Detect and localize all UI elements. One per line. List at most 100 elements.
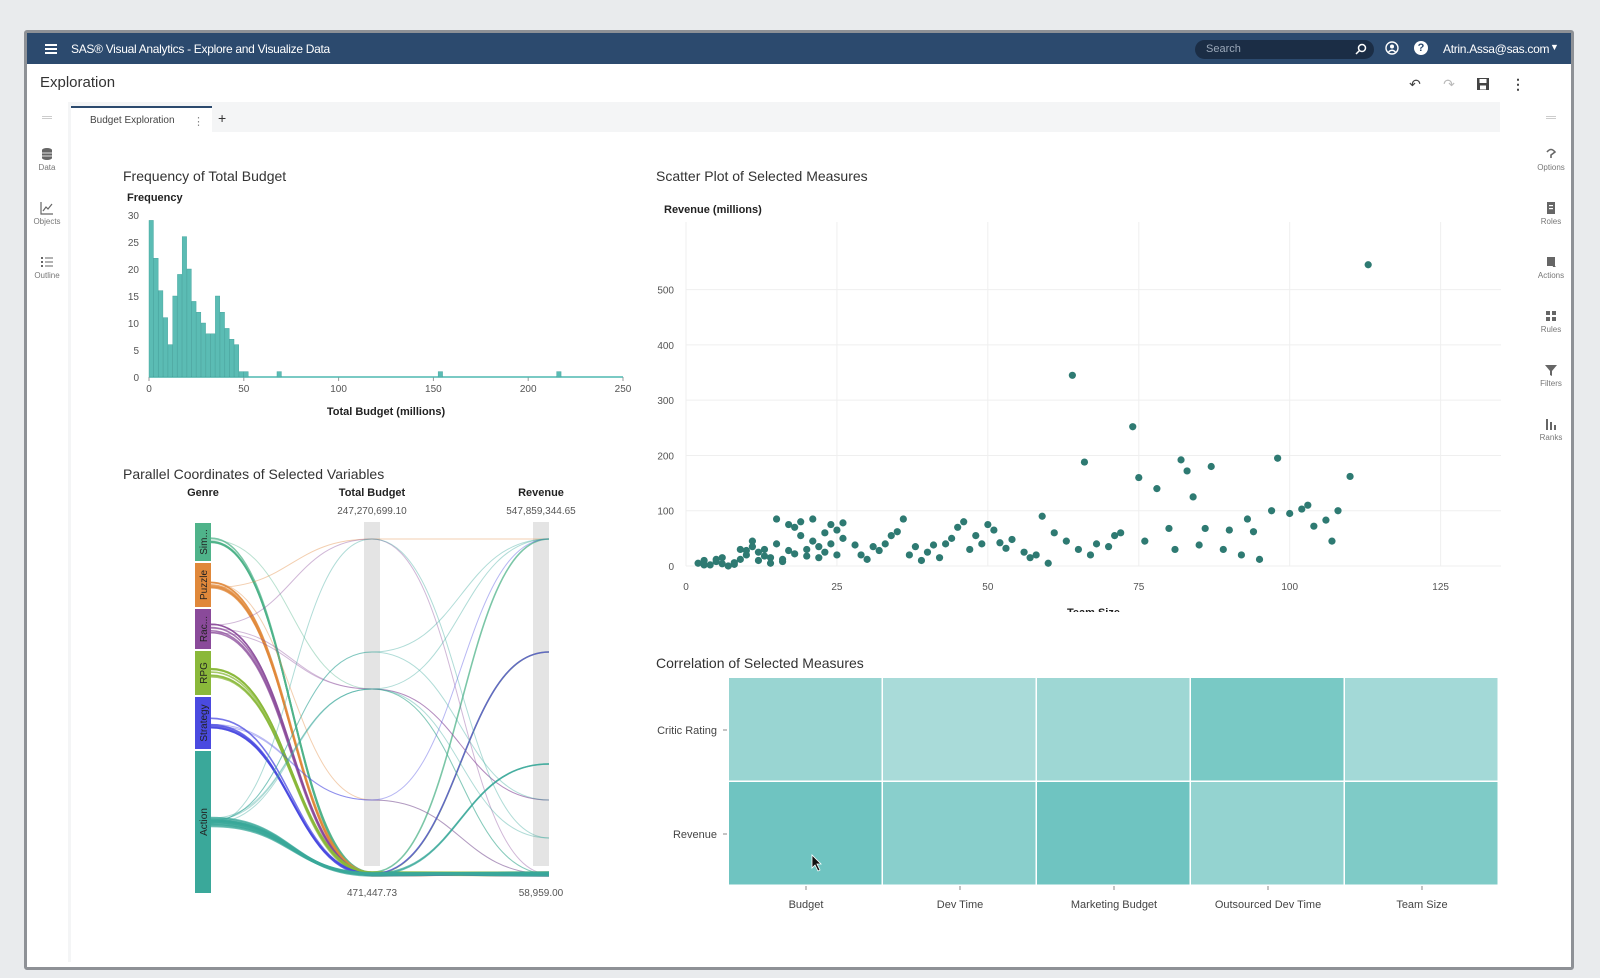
- rail-label-rules: Rules: [1540, 325, 1562, 334]
- scatter-point: [1074, 545, 1083, 554]
- scatter-point: [772, 515, 781, 523]
- scatter-point: [1129, 423, 1137, 431]
- rail-item-options[interactable]: Options: [1531, 147, 1571, 172]
- scatter-point: [803, 545, 811, 554]
- scatter-point: [1080, 458, 1089, 466]
- scatter-point: [899, 515, 907, 523]
- rail-item-filters[interactable]: Filters: [1531, 363, 1571, 388]
- y-tick-label: 400: [657, 341, 674, 352]
- scatter-point: [791, 523, 799, 531]
- parallel-line: [210, 821, 550, 875]
- scatter-point: [1298, 505, 1306, 513]
- tab-budget-exploration[interactable]: Budget Exploration ⋮: [71, 106, 212, 132]
- rail-item-ranks[interactable]: Ranks: [1531, 417, 1571, 442]
- database-icon: [42, 148, 52, 160]
- rail-item-outline[interactable]: Outline: [27, 255, 67, 280]
- scatter-point: [1274, 454, 1282, 462]
- histogram-bar: [181, 236, 187, 378]
- heatmap-column-label: Budget: [789, 899, 824, 911]
- heatmap-column-label: Marketing Budget: [1071, 899, 1157, 911]
- rail-label-outline: Outline: [34, 271, 60, 280]
- heatmap-title: Correlation of Selected Measures: [656, 655, 864, 671]
- histogram-bar: [177, 274, 183, 378]
- heatmap-cell: [883, 678, 1036, 781]
- undo-icon[interactable]: ↶: [1409, 76, 1421, 92]
- redo-icon[interactable]: ↷: [1443, 76, 1455, 92]
- rail-item-actions[interactable]: Actions: [1531, 255, 1571, 280]
- scatter-point: [1153, 485, 1161, 493]
- save-icon[interactable]: [1475, 76, 1491, 92]
- y-axis-label: Frequency: [127, 192, 184, 204]
- add-tab-button[interactable]: +: [218, 110, 227, 126]
- genre-label: Puzzle: [199, 570, 210, 600]
- histogram-bar: [158, 290, 164, 378]
- x-tick-label: 250: [615, 384, 632, 395]
- rail-item-objects[interactable]: Objects: [27, 201, 67, 226]
- genre-segment: [195, 523, 211, 561]
- x-tick-label: 50: [982, 582, 994, 593]
- scatter-point: [748, 537, 757, 545]
- collapse-handle-icon[interactable]: [42, 116, 52, 119]
- y-tick-label: 300: [657, 396, 674, 407]
- scatter-point: [815, 554, 823, 562]
- scatter-point: [1092, 540, 1101, 548]
- scatter-point: [766, 554, 775, 562]
- tab-menu-icon[interactable]: ⋮: [193, 116, 204, 128]
- histogram-bar: [148, 220, 154, 378]
- search-icon[interactable]: [1355, 43, 1367, 55]
- more-options-icon[interactable]: ⋮: [1511, 76, 1525, 92]
- scatter-point: [778, 555, 787, 563]
- scatter-point: [1237, 551, 1246, 559]
- collapse-handle-icon[interactable]: [1546, 116, 1556, 119]
- histogram-bar: [153, 257, 159, 378]
- genre-label: Rac...: [199, 616, 210, 642]
- scatter-title: Scatter Plot of Selected Measures: [656, 168, 868, 184]
- genre-segment: [195, 651, 211, 695]
- rail-item-data[interactable]: Data: [27, 147, 67, 172]
- scatter-chart[interactable]: Revenue (millions) 0 100 200 300 400 500 0 25 50 7…: [641, 192, 1521, 612]
- user-menu-caret-icon[interactable]: ▼: [1550, 42, 1559, 52]
- scatter-point: [797, 532, 805, 540]
- scatter-point: [748, 543, 757, 551]
- rail-label-filters: Filters: [1540, 379, 1562, 388]
- menu-icon[interactable]: [45, 43, 57, 54]
- heatmap-cell: [1191, 782, 1344, 885]
- rail-label-data: Data: [38, 163, 56, 172]
- scatter-point: [1219, 545, 1227, 554]
- heatmap-cell: [729, 678, 882, 781]
- user-profile-icon[interactable]: [1385, 41, 1399, 55]
- scatter-point: [978, 540, 986, 548]
- rail-label-ranks: Ranks: [1539, 433, 1563, 442]
- help-icon[interactable]: ?: [1414, 41, 1428, 55]
- scatter-point: [772, 540, 781, 548]
- options-icon: [1546, 148, 1557, 158]
- scatter-point: [803, 552, 811, 560]
- scatter-point: [1322, 516, 1330, 524]
- search-input[interactable]: Search: [1195, 40, 1374, 59]
- parallel-line: [210, 651, 550, 822]
- parallel-coordinates-chart[interactable]: Genre Total Budget Revenue 247,270,699.10 47…: [111, 484, 641, 924]
- y-tick-label: 5: [133, 346, 139, 357]
- scatter-point: [1207, 462, 1215, 471]
- x-tick-label: 200: [520, 384, 537, 395]
- scatter-point: [923, 548, 932, 556]
- histogram-chart[interactable]: Frequency 0 5 10 15 20 25 30 0 50 100 150 200 250 Tota…: [111, 189, 641, 434]
- histogram-bar: [210, 333, 216, 378]
- scatter-point: [972, 532, 980, 540]
- parallel-line: [210, 539, 550, 875]
- rail-item-rules[interactable]: Rules: [1531, 309, 1571, 334]
- correlation-heatmap[interactable]: Critic Rating Revenue Budget Dev Time Market…: [641, 672, 1521, 922]
- tab-label: Budget Exploration: [90, 115, 175, 126]
- x-tick-label: 50: [238, 384, 250, 395]
- histogram-bar: [224, 328, 230, 378]
- scatter-point: [797, 518, 805, 526]
- genre-segment: [195, 563, 211, 607]
- y-tick-label: 0: [668, 562, 674, 573]
- histogram-bar: [219, 311, 225, 378]
- rail-item-roles[interactable]: Roles: [1531, 201, 1571, 226]
- scatter-point: [1026, 554, 1034, 562]
- user-name[interactable]: Atrin.Assa@sas.com: [1443, 42, 1550, 56]
- y-tick-label: 100: [657, 507, 674, 518]
- scatter-point: [1304, 501, 1312, 509]
- scatter-point: [1334, 507, 1342, 515]
